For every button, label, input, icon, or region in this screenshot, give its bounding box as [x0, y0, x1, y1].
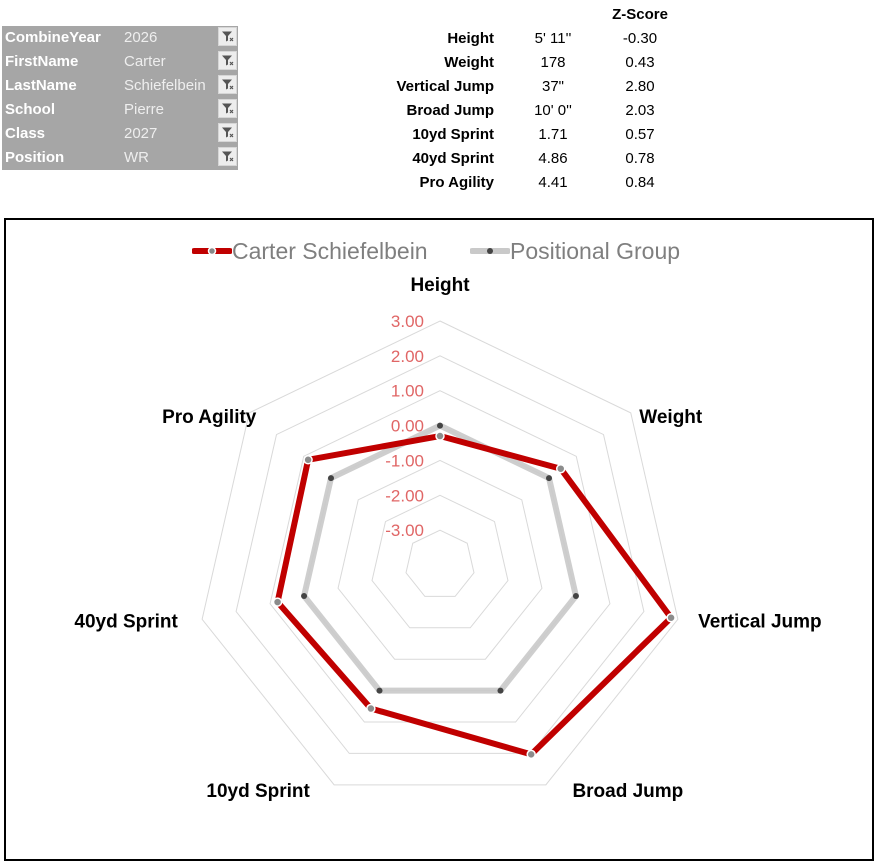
- chart-legend: Carter Schiefelbein Positional Group: [6, 238, 876, 268]
- filter-funnel-icon[interactable]: [218, 123, 237, 142]
- filter-funnel-icon[interactable]: [218, 51, 237, 70]
- player-data-point: [303, 455, 313, 465]
- player-data-point: [666, 612, 676, 623]
- stat-value: 37": [541, 78, 564, 95]
- filter-value: Pierre: [124, 101, 165, 118]
- filter-value: 2026: [124, 29, 158, 46]
- group-data-point: [546, 475, 553, 482]
- stats-row: Broad Jump 10' 0'' 2.03: [330, 102, 730, 126]
- stat-zscore: 2.03: [625, 102, 655, 119]
- filter-label: Position: [5, 149, 65, 166]
- group-data-point: [327, 475, 334, 482]
- group-series-line: [301, 422, 579, 694]
- stat-value: 10' 0'': [534, 102, 572, 119]
- filter-label: Class: [5, 125, 46, 142]
- filter-panel: CombineYear 2026 FirstName Carter LastNa…: [2, 26, 238, 170]
- filter-row-school: School Pierre: [2, 98, 238, 122]
- group-data-point: [437, 422, 443, 429]
- radar-tick-label: 2.00: [391, 347, 424, 366]
- radar-grid-ring: [405, 529, 475, 597]
- stat-name: Vertical Jump: [396, 78, 494, 95]
- radar-grid-ring: [269, 390, 611, 723]
- group-data-point: [376, 687, 383, 694]
- filter-row-class: Class 2027: [2, 122, 238, 146]
- stat-name: Broad Jump: [406, 102, 494, 119]
- group-data-point: [301, 593, 308, 600]
- stat-value: 5' 11'': [534, 30, 572, 47]
- filter-funnel-icon[interactable]: [218, 27, 237, 46]
- filter-row-position: Position WR: [2, 146, 238, 170]
- filter-value: Carter: [124, 53, 166, 70]
- stat-value: 4.41: [538, 174, 568, 191]
- radar-tick-label: -2.00: [385, 486, 424, 505]
- stats-row: Weight 178 0.43: [330, 54, 730, 78]
- radar-grid-ring: [235, 355, 645, 754]
- zscore-header: Z-Score: [612, 6, 668, 23]
- radar-axis-label: 40yd Sprint: [74, 611, 178, 632]
- stats-row: 40yd Sprint 4.86 0.78: [330, 150, 730, 174]
- stat-name: Pro Agility: [419, 174, 494, 191]
- radar-tick-label: -3.00: [385, 521, 424, 540]
- filter-value: WR: [124, 149, 149, 166]
- filter-funnel-icon[interactable]: [218, 147, 237, 166]
- stat-zscore: 2.80: [625, 78, 655, 95]
- radar-axis-label: Height: [410, 275, 470, 296]
- radar-grid-ring: [201, 320, 679, 786]
- group-data-point: [497, 687, 504, 694]
- group-data-point: [572, 593, 579, 600]
- stat-zscore: 0.57: [625, 126, 655, 143]
- stat-name: 40yd Sprint: [412, 150, 494, 167]
- stat-zscore: 0.43: [625, 54, 655, 71]
- stat-value: 178: [540, 54, 566, 71]
- player-data-point: [366, 703, 376, 714]
- radar-axis-label: Weight: [639, 407, 703, 428]
- stat-zscore: 0.78: [625, 150, 655, 167]
- legend-swatch-group: [470, 248, 510, 254]
- filter-funnel-icon[interactable]: [218, 75, 237, 94]
- stats-row: Vertical Jump 37" 2.80: [330, 78, 730, 102]
- radar-axis-label: Pro Agility: [162, 407, 257, 428]
- radar-axis-label: Vertical Jump: [698, 611, 822, 632]
- stats-row: 10yd Sprint 1.71 0.57: [330, 126, 730, 150]
- radar-tick-label: 0.00: [391, 417, 424, 436]
- radar-grid-ring: [337, 459, 543, 660]
- stats-row: Pro Agility 4.41 0.84: [330, 174, 730, 198]
- player-data-point: [272, 597, 283, 607]
- legend-label-group: Positional Group: [510, 238, 681, 264]
- radar-axis-label: Broad Jump: [572, 781, 683, 802]
- filter-row-firstname: FirstName Carter: [2, 50, 238, 74]
- radar-chart: Carter Schiefelbein Positional Group 3.0…: [4, 218, 874, 861]
- player-data-point: [526, 749, 536, 760]
- filter-row-lastname: LastName Schiefelbein: [2, 74, 238, 98]
- filter-value: 2027: [124, 125, 158, 142]
- player-data-point: [435, 431, 445, 441]
- filter-label: School: [5, 101, 56, 118]
- radar-axis-label: 10yd Sprint: [206, 781, 310, 802]
- filter-row-combineyear: CombineYear 2026: [2, 26, 238, 50]
- filter-label: FirstName: [5, 53, 79, 70]
- radar-grid-ring: [371, 494, 509, 629]
- stats-row: Height 5' 11'' -0.30: [330, 30, 730, 54]
- filter-label: CombineYear: [5, 29, 101, 46]
- stat-value: 4.86: [538, 150, 568, 167]
- player-series-line: [274, 433, 675, 758]
- radar-tick-label: 3.00: [391, 312, 424, 331]
- radar-tick-label: -1.00: [385, 451, 424, 470]
- legend-label-player: Carter Schiefelbein: [232, 238, 428, 264]
- filter-funnel-icon[interactable]: [218, 99, 237, 118]
- stat-zscore: -0.30: [622, 30, 658, 47]
- stat-value: 1.71: [538, 126, 568, 143]
- radar-tick-label: 1.00: [391, 382, 424, 401]
- player-data-point: [555, 463, 566, 474]
- legend-swatch-player: [192, 246, 232, 256]
- stat-name: 10yd Sprint: [412, 126, 494, 143]
- radar-plot: 3.00 2.00 1.00 0.00 -1.00 -2.00 -3.00 Height Wei…: [74, 275, 822, 802]
- stat-zscore: 0.84: [625, 174, 655, 191]
- stat-name: Height: [447, 30, 494, 47]
- stat-name: Weight: [444, 54, 494, 71]
- filter-value: Schiefelbein: [124, 77, 206, 94]
- filter-label: LastName: [5, 77, 77, 94]
